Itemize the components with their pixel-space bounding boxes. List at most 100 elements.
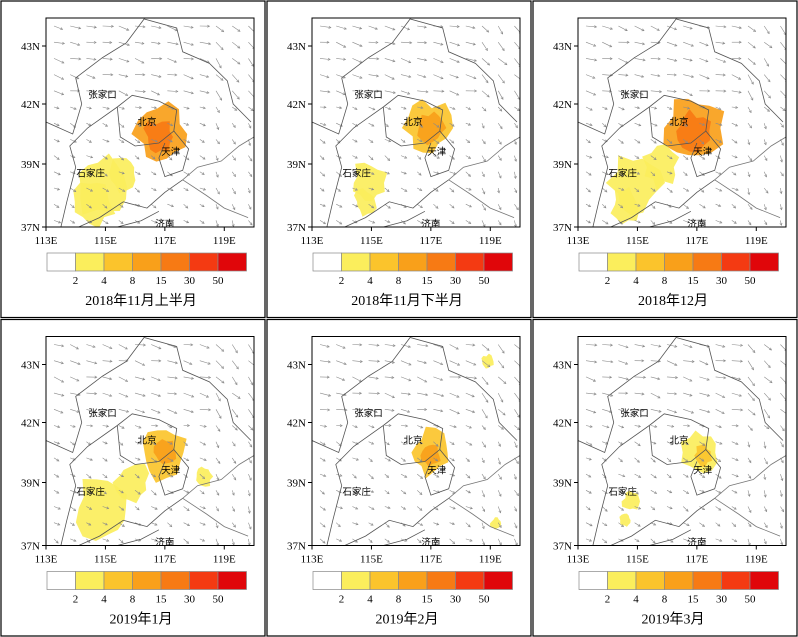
wind-vector (215, 344, 224, 352)
wind-arrowhead (738, 90, 742, 94)
wind-vector (747, 425, 753, 431)
wind-vector (86, 122, 92, 126)
wind-arrowhead (201, 491, 205, 495)
x-tick-label: 117E (153, 554, 176, 566)
x-tick-label: 113E (567, 554, 590, 566)
wind-vector (683, 106, 690, 109)
wind-arrowhead (372, 220, 376, 224)
wind-vector (634, 90, 644, 96)
wind-vector (481, 473, 486, 480)
wind-arrowhead (219, 97, 223, 101)
wind-vector (650, 376, 660, 380)
colorbar-segment (75, 252, 105, 272)
wind-vector (231, 425, 238, 431)
coastline (448, 455, 520, 499)
wind-vector (232, 392, 241, 399)
wind-arrowhead (718, 204, 722, 207)
wind-vector (86, 74, 96, 79)
wind-vector (183, 490, 190, 494)
wind-arrowhead (343, 44, 347, 48)
wind-vector (497, 155, 502, 161)
wind-vector (352, 171, 358, 175)
wind-arrowhead (321, 157, 325, 160)
wind-arrowhead (215, 174, 219, 178)
panel-frame (266, 0, 532, 319)
wind-vector (417, 392, 428, 396)
wind-vector (449, 203, 455, 209)
wind-vector (780, 187, 782, 194)
wind-vector (215, 392, 221, 402)
wind-arrowhead (339, 424, 343, 428)
wind-vector (618, 490, 624, 494)
wind-vector (585, 376, 596, 382)
wind-vector (715, 58, 726, 63)
wind-arrowhead (387, 205, 391, 209)
wind-arrowhead (605, 441, 609, 445)
wind-arrowhead (94, 361, 98, 365)
wind-vector (215, 506, 219, 512)
wind-arrowhead (215, 206, 219, 210)
wind-arrowhead (499, 108, 503, 112)
wind-vector (634, 220, 641, 223)
concentration-patch (676, 109, 711, 153)
wind-vector (683, 58, 693, 61)
wind-arrowhead (780, 542, 784, 546)
wind-vector (167, 392, 177, 395)
concentration-patch (73, 182, 116, 227)
wind-arrowhead (638, 506, 642, 510)
wind-arrowhead (355, 506, 359, 510)
wind-vector (683, 473, 689, 478)
wind-arrowhead (703, 539, 707, 542)
wind-vector (167, 409, 177, 414)
wind-vector (384, 490, 390, 495)
wind-arrowhead (469, 506, 473, 510)
wind-vector (102, 522, 108, 526)
wind-arrowhead (153, 474, 157, 478)
wind-arrowhead (467, 475, 471, 479)
wind-vector (514, 155, 517, 162)
wind-arrowhead (250, 427, 254, 431)
wind-arrowhead (669, 189, 673, 193)
wind-vector (514, 220, 517, 227)
wind-arrowhead (482, 191, 486, 195)
colorbar-label: 50 (479, 275, 491, 287)
wind-vector (747, 204, 753, 210)
wind-arrowhead (370, 522, 374, 526)
wind-arrowhead (104, 123, 109, 127)
wind-arrowhead (657, 395, 661, 399)
wind-vector (683, 41, 694, 47)
wind-vector (118, 139, 124, 143)
colorbar-segment (578, 252, 608, 272)
wind-arrowhead (423, 361, 427, 364)
wind-arrowhead (637, 140, 641, 144)
y-tick-label: 43N (553, 360, 572, 372)
wind-vector (384, 538, 390, 543)
wind-vector (683, 376, 693, 382)
wind-vector (368, 360, 380, 362)
wind-vector (199, 376, 211, 378)
wind-arrowhead (501, 80, 505, 84)
colorbar-segment (692, 252, 722, 272)
panel-title: 2019年3月 (642, 612, 705, 628)
wind-vector (747, 522, 752, 527)
wind-arrowhead (689, 58, 693, 62)
wind-vector (417, 220, 424, 225)
wind-arrowhead (121, 474, 125, 477)
wind-vector (86, 457, 93, 461)
wind-vector (497, 473, 502, 480)
wind-arrowhead (136, 441, 141, 445)
wind-vector (465, 122, 471, 126)
y-tick-label: 39N (553, 159, 572, 171)
wind-vector (683, 522, 690, 526)
wind-vector (514, 474, 517, 480)
wind-arrowhead (621, 107, 625, 111)
wind-arrowhead (249, 174, 253, 178)
wind-vector (731, 457, 739, 461)
wind-arrowhead (456, 43, 461, 47)
wind-vector (585, 90, 596, 96)
wind-arrowhead (589, 425, 593, 428)
wind-arrowhead (386, 171, 390, 175)
wind-vector (780, 204, 782, 210)
wind-vector (715, 203, 721, 207)
